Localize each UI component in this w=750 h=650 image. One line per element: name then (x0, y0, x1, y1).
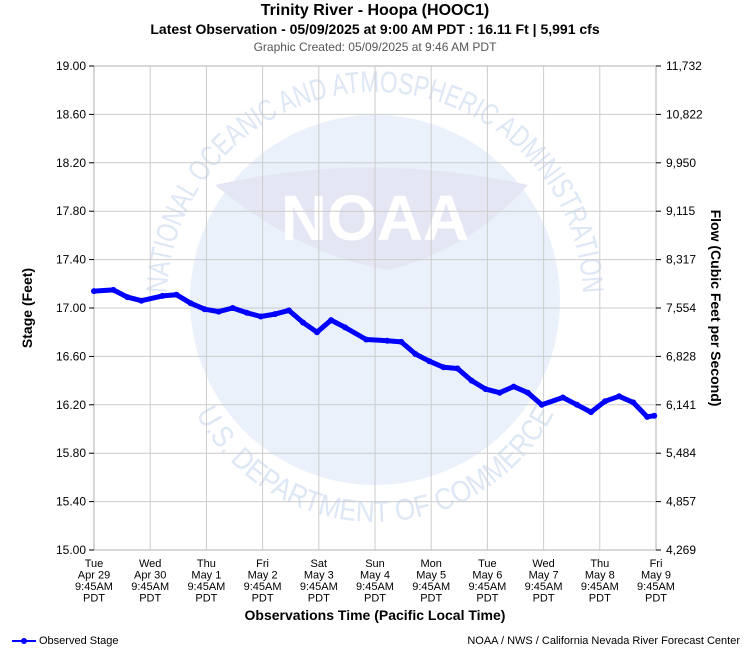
y-tick-label: 19.00 (56, 59, 86, 73)
x-tick-label: Wed Apr 30 9:45AM PDT (131, 558, 169, 605)
x-tick-label: Fri May 2 9:45AM PDT (244, 558, 282, 605)
observed-stage-point (384, 337, 391, 344)
y-tick-label: 17.00 (56, 301, 86, 315)
x-tick-label: Sun May 4 9:45AM PDT (356, 558, 394, 605)
y-tick-label: 18.20 (56, 156, 86, 170)
y-tick-label: 17.80 (56, 204, 86, 218)
y2-tick-label: 6,141 (666, 398, 696, 412)
observed-stage-point (602, 398, 609, 405)
observed-stage-point (328, 317, 335, 324)
x-axis-title: Observations Time (Pacific Local Time) (245, 607, 506, 623)
observed-stage-point (91, 288, 97, 295)
observed-stage-point (243, 309, 250, 316)
observed-stage-point (468, 377, 475, 384)
observed-stage-point (440, 364, 447, 371)
observed-stage-point (588, 409, 594, 416)
latest-observation: Latest Observation - 05/09/2025 at 9:00 … (150, 21, 600, 37)
watermark-bird (215, 167, 528, 270)
observed-stage-point (651, 412, 658, 419)
x-tick-label: Fri May 9 9:45AM PDT (637, 558, 675, 605)
y-tick-label: 16.60 (56, 349, 86, 363)
observed-stage-point (342, 324, 349, 331)
observed-stage-point (187, 300, 194, 307)
observed-stage-point (124, 294, 131, 301)
x-tick-label: Tue Apr 29 9:45AM PDT (75, 558, 113, 605)
x-tick-label: Mon May 5 9:45AM PDT (412, 558, 450, 605)
y2-axis-title: Flow (Cubic Feet per Second) (708, 210, 724, 407)
y-tick-label: 16.20 (56, 398, 86, 412)
y-tick-label: 17.40 (56, 253, 86, 267)
observed-stage-point (285, 307, 292, 314)
observed-stage-point (300, 319, 306, 326)
y2-tick-label: 8,317 (666, 253, 696, 267)
y-axis-title: Stage (Feet) (19, 268, 35, 348)
y2-tick-label: 4,857 (666, 495, 696, 509)
observed-stage-point (574, 401, 580, 408)
observed-stage-point (201, 306, 208, 313)
observed-stage-series (91, 286, 658, 420)
observed-stage-point (559, 394, 566, 401)
legend-swatch (12, 636, 36, 646)
y2-tick-label: 9,950 (666, 156, 696, 170)
y2-tick-label: 5,484 (666, 446, 696, 460)
y2-tick-label: 10,822 (666, 107, 703, 121)
x-tick-label: Thu May 1 9:45AM PDT (187, 558, 225, 605)
observed-stage-point (510, 383, 517, 390)
legend: Observed Stage (12, 635, 119, 647)
observed-stage-point (398, 338, 405, 345)
observed-stage-point (496, 389, 503, 396)
observed-stage-point (616, 393, 623, 400)
chart-title: Trinity River - Hoopa (HOOC1) (260, 2, 490, 19)
graphic-created: Graphic Created: 05/09/2025 at 9:46 AM P… (253, 40, 497, 54)
observed-stage-point (110, 286, 117, 293)
x-axis-ticks: Tue Apr 29 9:45AM PDT Wed Apr 30 9:45AM PDT Thu M… (75, 558, 675, 605)
observed-stage-point (482, 386, 489, 393)
observed-stage-point (159, 292, 166, 299)
right-axis-ticks: 11,732 10,822 9,950 9,115 8,317 7,554 6,828 6,1… (656, 59, 703, 557)
observed-stage-point (644, 413, 651, 420)
grid-lines (93, 65, 657, 551)
observed-stage-point (426, 358, 433, 365)
x-tick-label: Wed May 7 9:45AM PDT (525, 558, 563, 605)
observed-stage-point (524, 389, 531, 396)
observed-stage-point (314, 329, 320, 336)
y-tick-label: 15.40 (56, 495, 86, 509)
legend-label: Observed Stage (39, 635, 119, 647)
y-tick-label: 18.60 (56, 107, 86, 121)
credit-text: NOAA / NWS / California Nevada River For… (467, 635, 740, 647)
y2-tick-label: 7,554 (666, 301, 696, 315)
y2-tick-label: 6,828 (666, 349, 696, 363)
observed-stage-point (173, 291, 180, 298)
y-tick-label: 15.80 (56, 446, 86, 460)
y-tick-label: 15.00 (56, 543, 86, 557)
observed-stage-point (271, 311, 278, 318)
observed-stage-point (538, 401, 545, 408)
observed-stage-point (215, 308, 222, 315)
observed-stage-point (138, 297, 145, 304)
observed-stage-point (412, 351, 419, 357)
observed-stage-point (257, 313, 264, 320)
left-axis-ticks: 19.00 18.60 18.20 17.80 17.40 17.00 16.60 16.20… (56, 59, 94, 557)
y2-tick-label: 4,269 (666, 543, 696, 557)
observed-stage-point (454, 365, 461, 372)
y2-tick-label: 9,115 (666, 204, 695, 218)
observed-stage-point (229, 305, 236, 311)
x-tick-label: Thu May 8 9:45AM PDT (581, 558, 619, 605)
x-tick-label: Sat May 3 9:45AM PDT (300, 558, 338, 605)
observed-stage-point (630, 399, 637, 406)
y2-tick-label: 11,732 (666, 59, 702, 73)
x-tick-label: Tue May 6 9:45AM PDT (468, 558, 506, 605)
observed-stage-point (363, 336, 370, 343)
